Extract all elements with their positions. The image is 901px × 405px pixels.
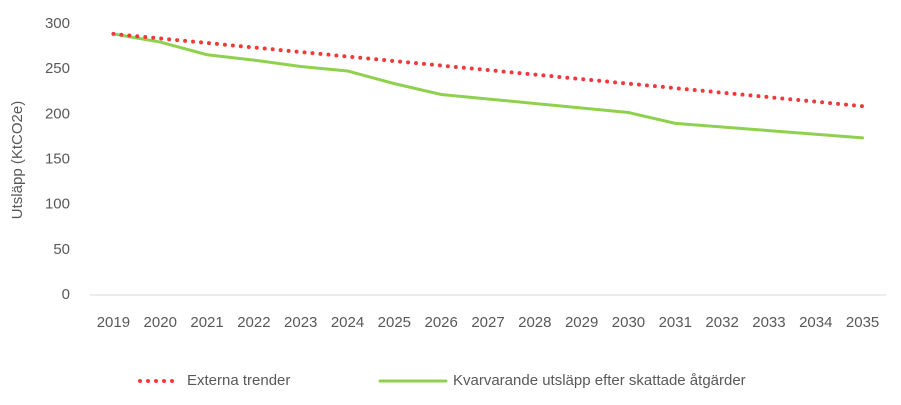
series-line	[111, 32, 865, 140]
x-tick-label: 2034	[799, 314, 832, 331]
x-tick-label: 2023	[284, 314, 317, 331]
y-tick-label: 100	[45, 196, 70, 213]
x-tick-label: 2030	[612, 314, 645, 331]
x-tick-label: 2026	[424, 314, 457, 331]
x-tick-label: 2020	[144, 314, 177, 331]
y-tick-label: 0	[62, 286, 70, 303]
x-tick-label: 2033	[752, 314, 785, 331]
y-tick-label: 200	[45, 105, 70, 122]
legend-label: Externa trender	[187, 372, 290, 389]
series-line	[111, 31, 865, 109]
x-tick-label: 2029	[565, 314, 598, 331]
x-tick-label: 2028	[518, 314, 551, 331]
x-tick-label: 2019	[97, 314, 130, 331]
y-tick-label: 300	[45, 15, 70, 32]
x-tick-label: 2027	[471, 314, 504, 331]
x-tick-label: 2035	[846, 314, 879, 331]
y-tick-label: 150	[45, 150, 70, 167]
x-tick-label: 2031	[659, 314, 692, 331]
x-tick-label: 2024	[331, 314, 364, 331]
legend-label: Kvarvarande utsläpp efter skattade åtgär…	[453, 372, 746, 389]
x-tick-label: 2021	[190, 314, 223, 331]
y-tick-label: 50	[53, 241, 70, 258]
x-tick-label: 2032	[705, 314, 738, 331]
y-axis-label: Utsläpp (KtCO2e)	[9, 101, 26, 219]
x-tick-label: 2022	[237, 314, 270, 331]
y-tick-label: 250	[45, 60, 70, 77]
x-tick-label: 2025	[378, 314, 411, 331]
